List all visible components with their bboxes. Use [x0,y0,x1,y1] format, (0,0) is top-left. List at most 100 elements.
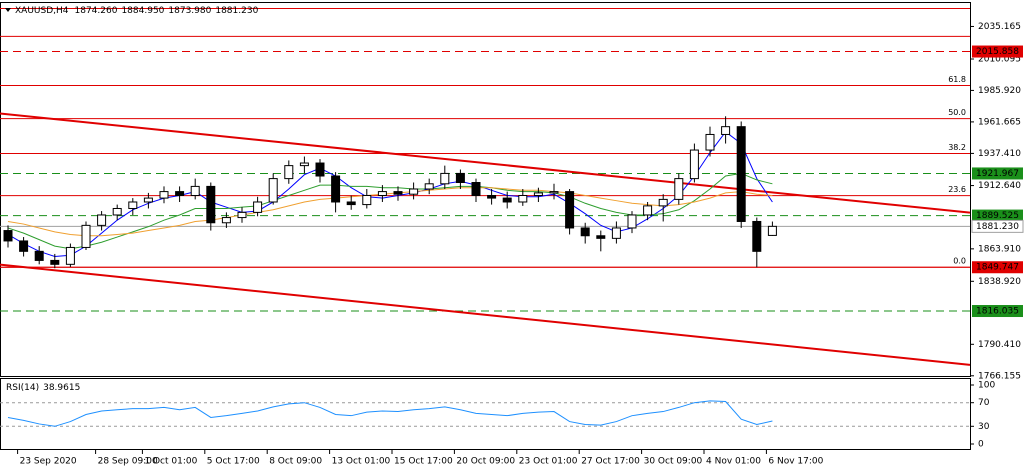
candle-body [65,246,75,265]
candle-body [81,224,91,248]
level-label: 1849.747 [976,263,1019,273]
moving-average [7,187,773,237]
candle-body [565,191,575,229]
trendline [0,112,971,214]
y-tick-label: 1863.910 [978,244,1021,254]
candle-body [315,162,325,177]
candle-body [393,191,403,195]
candle-body [752,220,762,252]
header-high: 1884.950 [121,6,164,16]
candle-body [97,214,107,226]
candle-body [767,225,777,236]
level-label: 1921.967 [976,169,1019,179]
y-tick-label: 2035.165 [978,22,1021,32]
header-open: 1874.260 [75,6,118,16]
candle-body [440,172,450,185]
fib-label: 38.2 [948,143,966,152]
y-tick-label: 1985.920 [978,86,1021,96]
candle-body [50,259,60,265]
level-label-box [972,209,1023,222]
x-tick-label: 30 Oct 09:00 [644,457,703,467]
current-price-box [971,219,1024,233]
candle-body [643,205,653,216]
candle-body [658,198,668,207]
candle-body [221,217,231,224]
level-label: 1889.525 [976,211,1019,221]
rsi-tick-label: 70 [978,398,990,408]
y-tick-label: 1937.410 [978,149,1021,159]
level-label: 1816.035 [976,307,1019,317]
x-tick-label: 23 Sep 2020 [20,457,77,467]
candle-body [455,172,465,184]
candle-body [346,201,356,206]
rsi-tick-label: 100 [978,381,995,391]
candle-body [3,230,13,242]
candle-body [689,149,699,180]
header-close: 1881.230 [215,6,258,16]
candle-body [237,211,247,219]
candle-body [159,191,169,199]
candle-body [674,178,684,200]
y-tick-label: 2010.095 [978,55,1021,65]
rsi-tick-label: 0 [978,440,984,450]
candle-body [143,197,153,203]
y-tick-label: 1961.665 [978,117,1021,127]
candle-body [128,201,138,209]
candle-body [533,192,543,196]
x-tick-label: 8 Oct 09:00 [269,457,322,467]
candle-body [112,207,122,216]
y-tick-label: 1912.640 [978,181,1021,191]
x-tick-label: 5 Oct 17:00 [207,457,260,467]
candle-body [596,235,606,239]
x-tick-label: 27 Oct 17:00 [581,457,640,467]
candle-body [34,250,44,261]
x-tick-label: 13 Oct 01:00 [332,457,391,467]
candle-body [721,126,731,135]
rsi-value: 38.9615 [43,383,80,393]
candle-body [627,214,637,229]
level-label-box [972,305,1023,318]
y-tick-label: 1838.920 [978,277,1021,287]
x-tick-label: 20 Oct 09:00 [456,457,515,467]
fib-label: 23.6 [948,185,966,194]
candle-body [253,201,263,213]
level-label-box [972,261,1023,274]
candle-body [175,191,185,196]
candle-body [331,175,341,203]
candle-body [502,197,512,203]
x-tick-label: 4 Nov 01:00 [706,457,761,467]
candle-body [190,185,200,196]
x-tick-label: 28 Sep 09:00 [98,457,158,467]
fib-label: 61.8 [948,75,966,84]
rsi-name: RSI(14) [6,383,39,393]
candle-body [362,194,372,206]
candle-body [284,165,294,180]
rsi-line [7,400,773,427]
current-price-label: 1881.230 [976,222,1019,232]
rsi-header: RSI(14) 38.9615 [6,383,80,393]
candle-body [409,188,419,195]
symbol-icon [5,8,11,12]
level-label: 2015.858 [976,47,1019,57]
x-tick-label: 6 Nov 17:00 [768,457,823,467]
candle-body [705,133,715,151]
plot: 61.8 50.0 38.2 23.6 0.0 [0,7,971,427]
level-label-box [972,167,1023,180]
fib-label: 50.0 [948,108,966,117]
candle-body [736,126,746,222]
candle-body [471,182,481,196]
x-tick-label: 1 Oct 01:00 [144,457,197,467]
rsi-tick-label: 30 [978,422,990,432]
candle-body [299,162,309,167]
candle-body [611,227,621,239]
trendline [0,263,971,366]
candle-body [518,194,528,203]
header-low: 1873.980 [168,6,211,16]
symbol: XAUUSD,H4 [15,6,69,16]
candle-body [19,240,29,252]
level-label-box [972,45,1023,58]
y-tick-label: 1790.410 [978,340,1021,350]
x-tick-label: 15 Oct 17:00 [394,457,453,467]
